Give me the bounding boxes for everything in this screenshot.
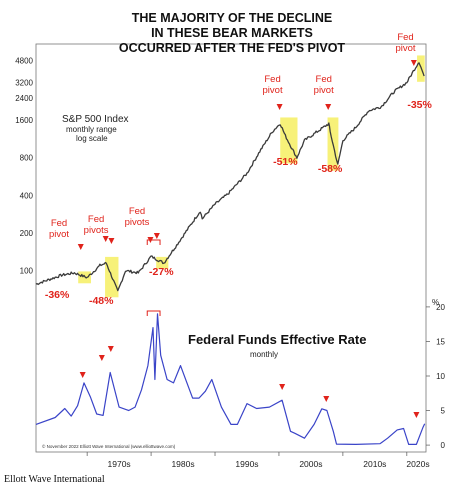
sp500-y-tick: 400 [20,191,34,200]
rate-pivot-markers [79,310,420,418]
sp500-subtitle-2: log scale [76,134,108,143]
source-caption: Ellott Wave International [4,474,105,485]
pivot-highlight-group [78,55,425,298]
x-tick-label: 2010s [363,459,386,469]
sp500-y-axis: 100 200 400 800 1600 2400 3200 4800 [15,56,33,275]
decline-percent-label: -35% [407,99,432,111]
chart-title-line-1: THE MAJORITY OF THE DECLINE [132,11,332,25]
sp500-y-tick: 800 [20,154,34,163]
sp500-y-tick: 2400 [15,94,33,103]
fed-pivot-arrow [153,233,160,239]
x-tick-label: 1980s [171,459,194,469]
plot-frame [35,43,427,453]
rate-y-tick: 15 [436,337,445,346]
chart-title-line-2: IN THESE BEAR MARKETS [151,26,313,40]
pivot-highlight-4 [280,117,298,164]
fed-pivot-label: pivot [263,85,283,96]
fed-pivot-label: Fed [264,74,280,85]
rate-y-tick: 5 [441,407,446,416]
fed-pivot-arrow [108,238,115,244]
x-tick-label: 2000s [299,459,322,469]
fed-pivot-arrow [325,104,332,110]
fed-pivot-label: pivots [125,217,150,228]
fed-pivot-label: Fed [129,206,145,217]
fed-pivot-arrow [102,236,109,242]
fed-pivot-label: pivot [49,229,69,240]
fed-pivot-label: Fed [316,74,332,85]
fed-pivot-label: Fed [88,214,104,225]
decline-percent-label: -48% [89,295,114,307]
copyright-note: © November 2022 Elliott Wave Internation… [42,443,176,449]
fed-pivot-arrow [410,60,417,66]
rate-pivot-bracket [146,310,161,316]
fed-pivot-label: Fed [397,32,413,43]
x-tick-label: 1990s [235,459,258,469]
sp500-y-tick: 4800 [15,56,33,65]
x-tick-label: 1970s [108,459,131,469]
pivot-annotations: Fedpivot-36%Fedpivots-48%Fedpivots-27%Fe… [45,32,433,307]
sp500-line [35,62,425,292]
rate-y-tick: 10 [436,372,445,381]
fed-pivot-label: pivot [314,85,334,96]
rate-pivot-arrow [79,372,86,378]
decline-percent-label: -36% [45,289,70,301]
rate-pivot-arrow [107,346,114,352]
sp500-y-tick: 100 [20,267,34,276]
sp500-y-tick: 200 [20,229,34,238]
fed-pivot-arrow [276,104,283,110]
fed-pivot-label: pivots [84,225,109,236]
rate-unit-label: % [432,298,439,307]
rate-y-tick: 20 [436,303,445,312]
sp500-subtitle-1: monthly range [66,125,117,134]
pivot-bracket [146,239,161,245]
decline-percent-label: -58% [318,163,343,175]
rate-subtitle: monthly [250,350,278,359]
chart-title-line-3: OCCURRED AFTER THE FED'S PIVOT [119,41,345,55]
rate-y-axis: 0 5 10 15 20 [426,303,446,450]
x-tick-label: 2020s [406,459,429,469]
x-axis: 1970s 1980s 1990s 2000s 2010s 2020s [86,452,430,469]
decline-percent-label: -51% [273,156,298,168]
sp500-series-label: S&P 500 Index [62,114,129,125]
rate-series-label: Federal Funds Effective Rate [188,332,366,347]
fed-pivot-arrow [77,244,84,250]
rate-pivot-arrow [279,384,286,390]
fed-pivot-label: pivot [396,43,416,54]
rate-pivot-arrow [98,355,105,361]
sp500-y-tick: 1600 [15,116,33,125]
rate-pivot-arrow [413,412,420,418]
decline-percent-label: -27% [149,266,174,278]
rate-pivot-arrow [323,396,330,402]
sp500-y-tick: 3200 [15,78,33,87]
fed-funds-rate-line [35,313,426,445]
rate-y-tick: 0 [441,441,446,450]
fed-pivot-label: Fed [51,218,67,229]
